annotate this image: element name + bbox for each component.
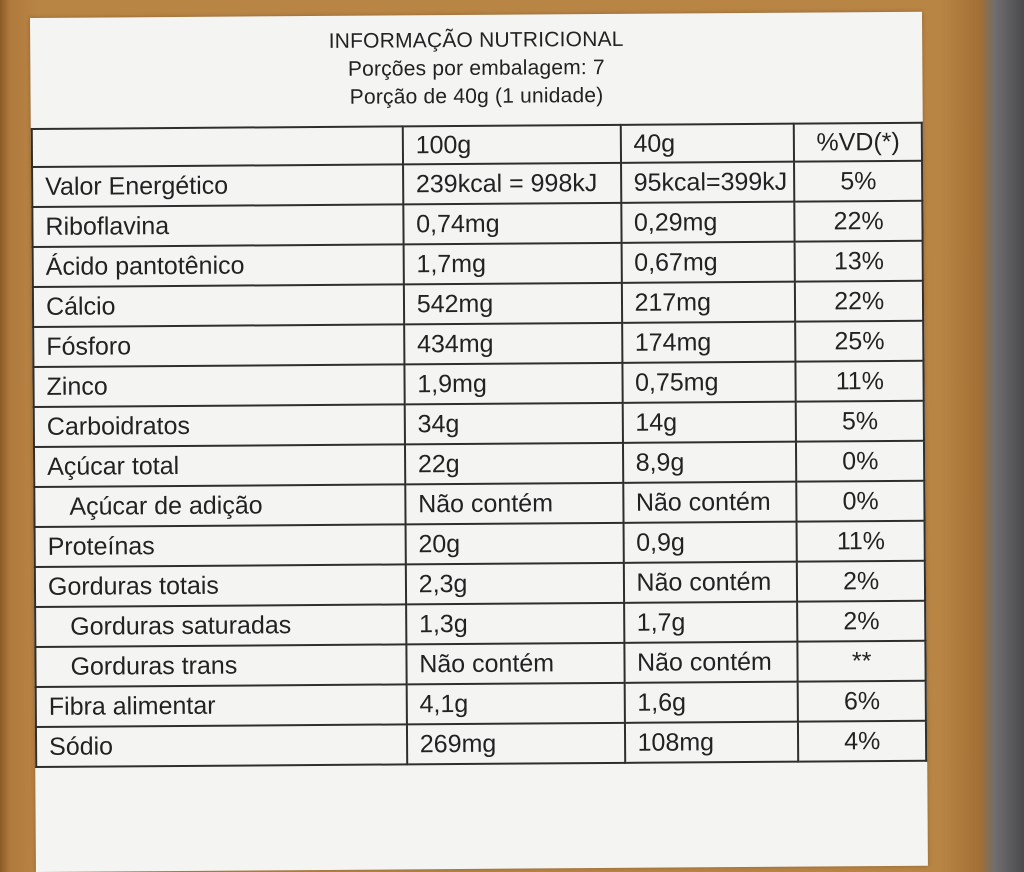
nutrient-name: Valor Energético	[32, 164, 404, 207]
value-per-40g: 95kcal=399kJ	[620, 161, 795, 203]
nutrition-label: INFORMAÇÃO NUTRICIONAL Porções por embal…	[30, 11, 928, 872]
label-header: INFORMAÇÃO NUTRICIONAL Porções por embal…	[30, 12, 923, 128]
daily-value-percent: 6%	[798, 680, 926, 722]
nutrient-name: Carboidratos	[33, 404, 405, 447]
value-per-40g: 0,29mg	[620, 201, 796, 243]
nutrient-name: Gorduras totais	[34, 564, 406, 607]
daily-value-percent: 0%	[796, 440, 925, 482]
table-row: Ácido pantotênico 1,7mg 0,67mg 13%	[32, 240, 923, 287]
nutrient-name: Açúcar de adição	[34, 484, 406, 527]
value-per-40g: 174mg	[621, 321, 796, 363]
nutrient-name: Gorduras trans	[35, 644, 407, 687]
value-per-100g: 1,7mg	[403, 242, 622, 285]
value-per-100g: 0,74mg	[403, 202, 622, 245]
value-per-40g: Não contém	[623, 561, 798, 603]
nutrient-name: Ácido pantotênico	[32, 244, 404, 287]
header-cell-blank	[31, 126, 403, 167]
nutrient-name: Cálcio	[32, 284, 404, 327]
nutrient-name: Proteínas	[34, 524, 406, 567]
daily-value-percent: 2%	[797, 560, 926, 602]
daily-value-percent: 22%	[794, 200, 923, 242]
value-per-40g: 1,7g	[623, 601, 798, 643]
table-row: Gorduras totais 2,3g Não contém 2%	[34, 560, 926, 607]
header-cell-vd: %VD(*)	[794, 122, 923, 162]
table-row: Gorduras trans Não contém Não contém **	[35, 640, 926, 687]
value-per-40g: 14g	[622, 401, 797, 443]
value-per-100g: Não contém	[406, 642, 625, 685]
daily-value-percent: 2%	[797, 600, 926, 642]
nutrient-name: Zinco	[33, 364, 405, 407]
header-cell-100g: 100g	[402, 124, 621, 165]
value-per-100g: 2,3g	[405, 562, 624, 605]
nutrient-name: Gorduras saturadas	[35, 604, 407, 647]
table-row: Valor Energético 239kcal = 998kJ 95kcal=39…	[32, 160, 923, 207]
value-per-100g: 542mg	[403, 282, 622, 325]
value-per-40g: 0,9g	[623, 521, 798, 563]
value-per-40g: Não contém	[623, 641, 799, 683]
daily-value-percent: 0%	[796, 480, 925, 522]
table-row: Açúcar total 22g 8,9g 0%	[33, 440, 925, 487]
value-per-100g: 434mg	[403, 322, 622, 365]
daily-value-percent: 5%	[796, 400, 924, 442]
table-row: Zinco 1,9mg 0,75mg 11%	[33, 360, 924, 407]
table-row: Gorduras saturadas 1,3g 1,7g 2%	[35, 600, 926, 647]
value-per-100g: 22g	[404, 442, 623, 485]
value-per-100g: 34g	[404, 402, 623, 445]
nutrition-table: 100g 40g %VD(*) Valor Energético 239kcal …	[31, 122, 927, 768]
table-row: Fibra alimentar 4,1g 1,6g 6%	[35, 680, 926, 727]
portion-size: Porção de 40g (1 unidade)	[349, 83, 604, 109]
value-per-100g: 1,3g	[405, 602, 624, 645]
table-row: Riboflavina 0,74mg 0,29mg 22%	[32, 200, 923, 247]
value-per-40g: 8,9g	[622, 441, 797, 483]
daily-value-percent: **	[797, 640, 926, 682]
daily-value-percent: 11%	[796, 520, 925, 562]
daily-value-percent: 4%	[798, 720, 927, 762]
daily-value-percent: 11%	[795, 360, 924, 402]
nutrient-name: Açúcar total	[33, 444, 406, 487]
table-row: Cálcio 542mg 217mg 22%	[32, 280, 924, 327]
value-per-40g: 217mg	[621, 281, 796, 323]
table-row: Fósforo 434mg 174mg 25%	[33, 320, 924, 367]
header-cell-40g: 40g	[620, 123, 795, 163]
value-per-40g: 1,6g	[624, 681, 799, 723]
value-per-40g: 0,67mg	[621, 241, 796, 283]
daily-value-percent: 13%	[795, 240, 923, 282]
value-per-100g: Não contém	[405, 482, 624, 525]
table-row: Proteínas 20g 0,9g 11%	[34, 520, 925, 567]
value-per-100g: 269mg	[406, 722, 625, 765]
table-header-row: 100g 40g %VD(*)	[31, 122, 923, 167]
daily-value-percent: 25%	[795, 320, 924, 362]
value-per-100g: 1,9mg	[404, 362, 623, 405]
value-per-100g: 4,1g	[406, 682, 625, 725]
value-per-40g: 0,75mg	[621, 361, 797, 403]
value-per-100g: 20g	[405, 522, 624, 565]
table-row: Açúcar de adição Não contém Não contém 0%	[34, 480, 925, 527]
value-per-40g: 108mg	[624, 721, 799, 763]
nutrient-name: Fósforo	[33, 324, 405, 367]
value-per-40g: Não contém	[622, 481, 797, 523]
nutrient-name: Fibra alimentar	[35, 684, 407, 727]
table-row: Carboidratos 34g 14g 5%	[33, 400, 924, 447]
nutrient-name: Sódio	[35, 724, 407, 767]
table-row: Sódio 269mg 108mg 4%	[35, 720, 927, 767]
nutrient-name: Riboflavina	[32, 204, 404, 247]
value-per-100g: 239kcal = 998kJ	[402, 162, 621, 205]
daily-value-percent: 5%	[794, 160, 923, 202]
daily-value-percent: 22%	[795, 280, 924, 322]
